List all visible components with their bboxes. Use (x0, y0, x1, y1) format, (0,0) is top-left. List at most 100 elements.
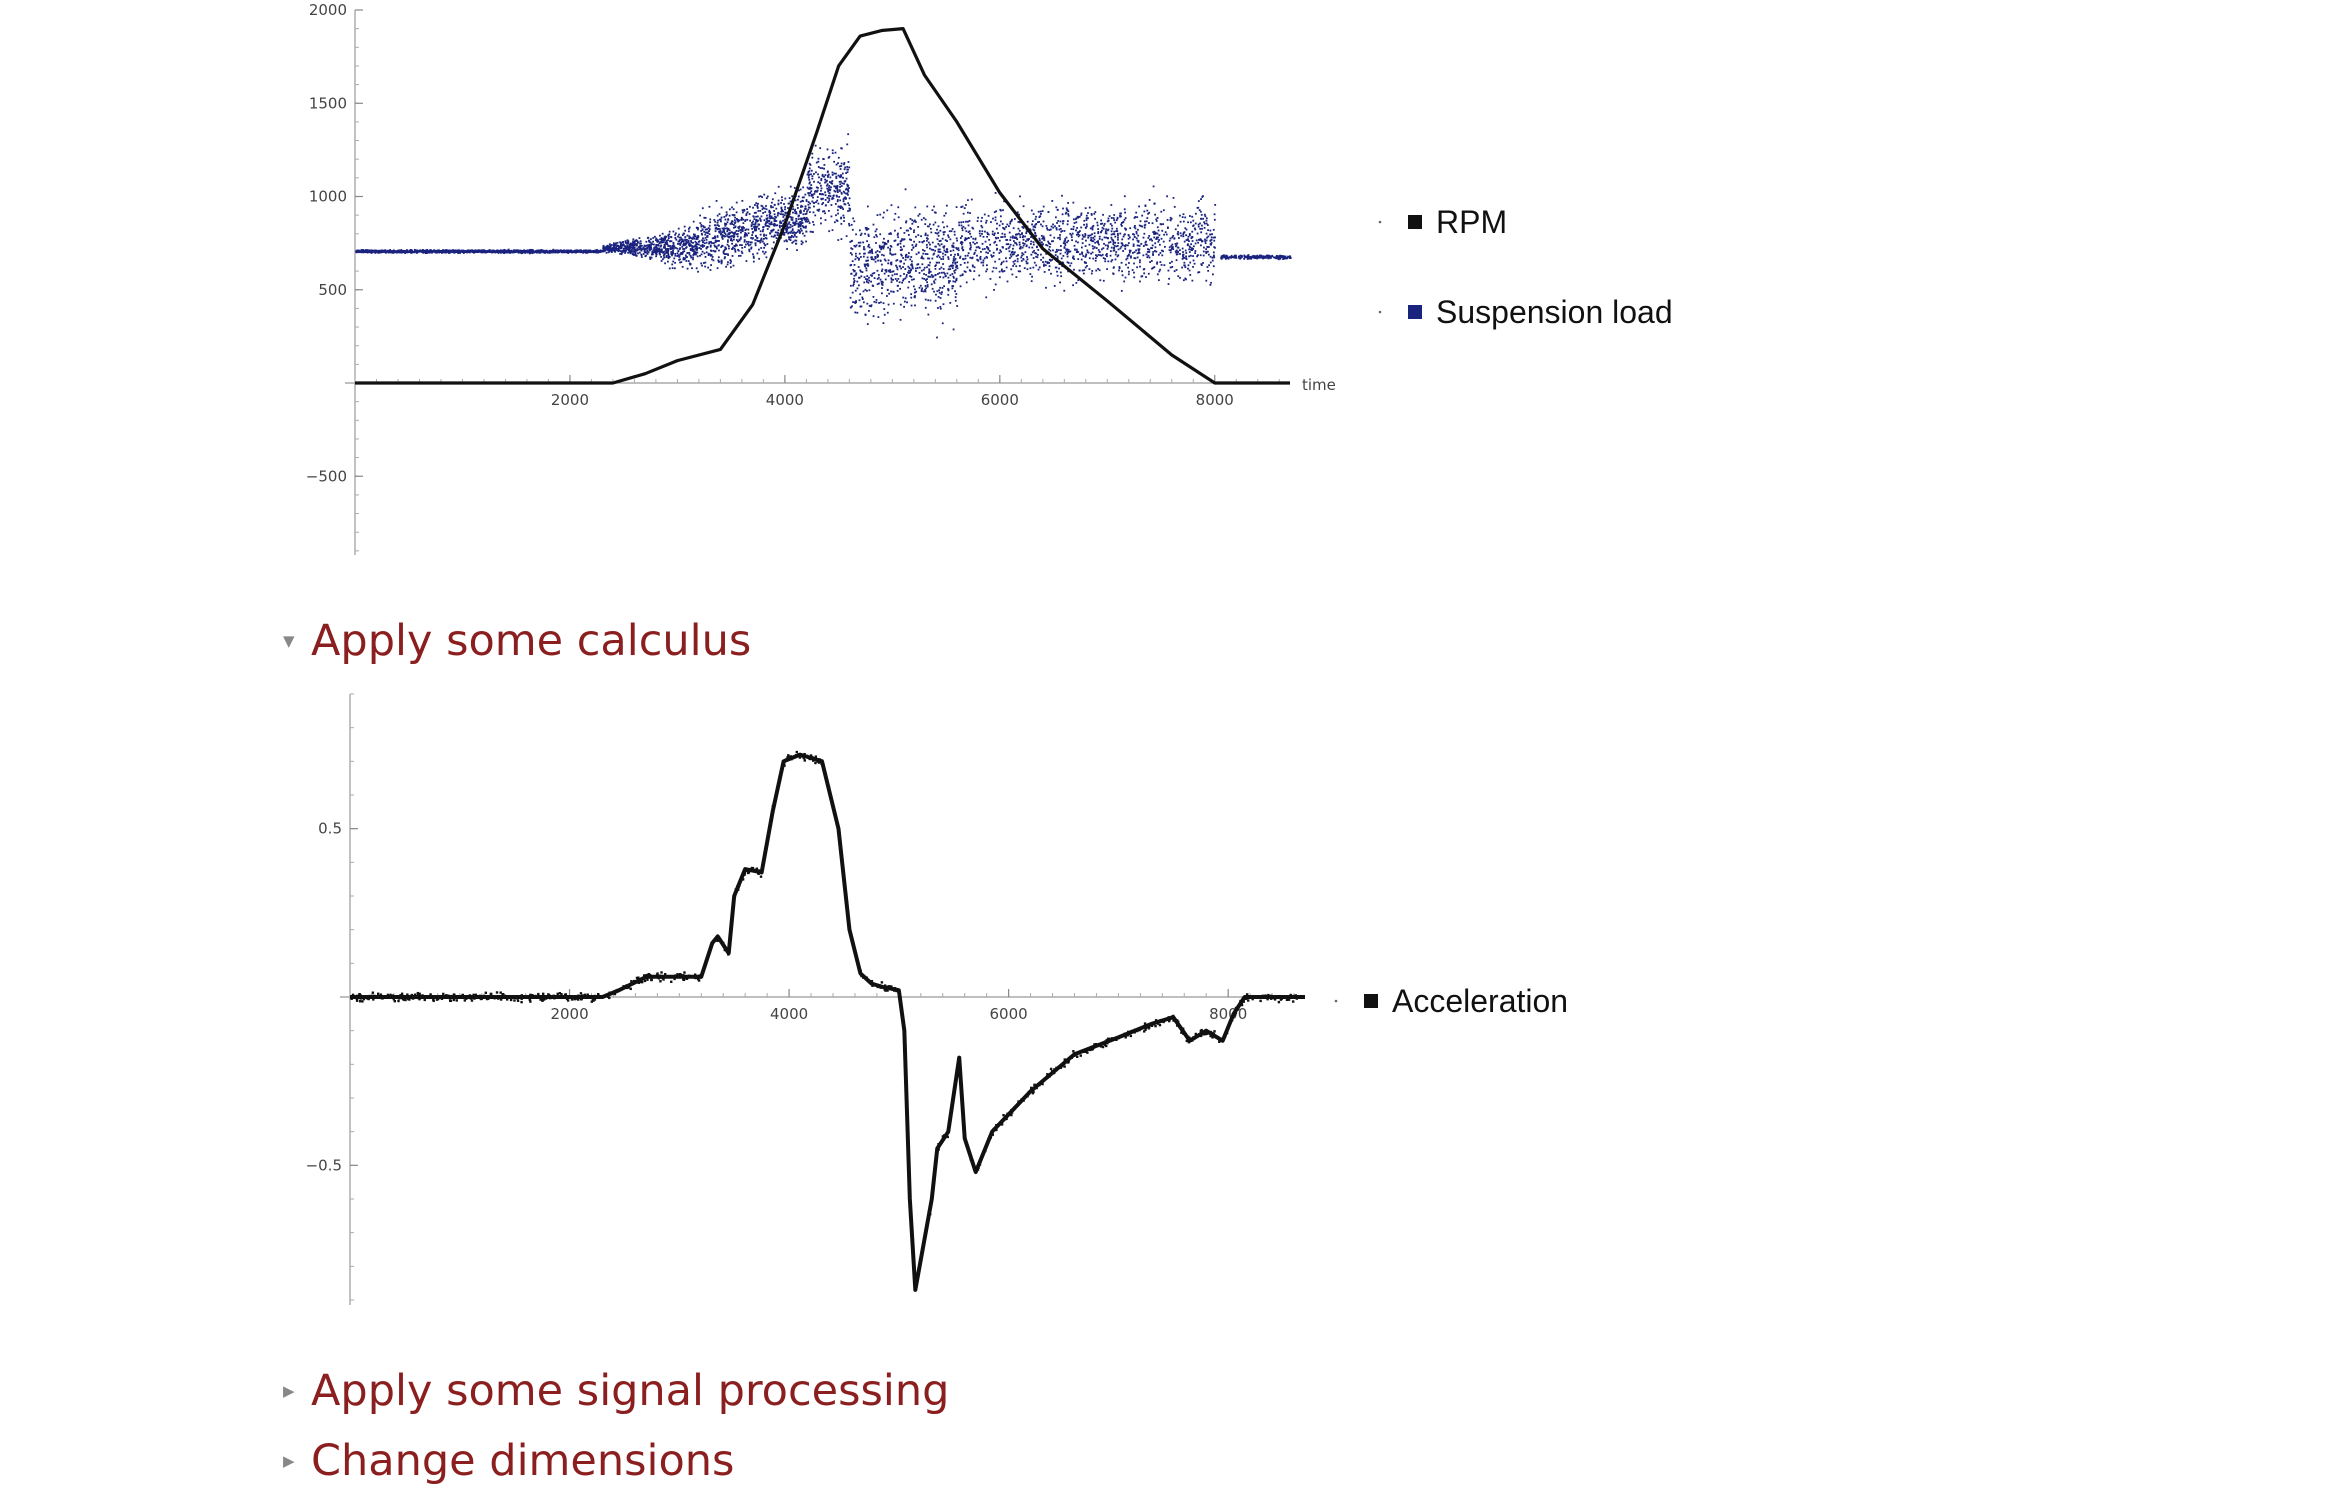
suspension-load-point (1070, 228, 1072, 230)
suspension-load-point (651, 243, 653, 245)
suspension-load-point (781, 222, 783, 224)
suspension-load-point (823, 176, 825, 178)
suspension-load-point (672, 250, 674, 252)
suspension-load-point (704, 262, 706, 264)
suspension-load-point (952, 265, 954, 267)
suspension-load-point (1115, 254, 1117, 256)
suspension-load-point (602, 247, 604, 249)
suspension-load-point (916, 253, 918, 255)
suspension-load-point (965, 230, 967, 232)
suspension-load-point (1152, 231, 1154, 233)
suspension-load-point (1084, 261, 1086, 263)
suspension-load-point (981, 217, 983, 219)
suspension-load-point (1175, 228, 1177, 230)
suspension-load-point (1103, 228, 1105, 230)
suspension-load-point (684, 244, 686, 246)
suspension-load-point (936, 256, 938, 258)
suspension-load-point (817, 190, 819, 192)
suspension-load-point (666, 252, 668, 254)
suspension-load-point (590, 250, 592, 252)
suspension-load-point (829, 192, 831, 194)
suspension-load-point (900, 243, 902, 245)
suspension-load-point (802, 233, 804, 235)
suspension-load-point (889, 248, 891, 250)
suspension-load-point (913, 285, 915, 287)
suspension-load-point (669, 256, 671, 258)
suspension-load-point (833, 161, 835, 163)
suspension-load-point (1054, 225, 1056, 227)
suspension-load-point (1094, 242, 1096, 244)
suspension-load-point (828, 198, 830, 200)
suspension-load-point (883, 245, 885, 247)
suspension-load-point (1143, 268, 1145, 270)
suspension-load-point (1091, 227, 1093, 229)
suspension-load-point (1140, 243, 1142, 245)
suspension-load-point (713, 250, 715, 252)
suspension-load-point (832, 172, 834, 174)
suspension-load-point (437, 250, 439, 252)
suspension-load-point (1009, 250, 1011, 252)
suspension-load-point (1170, 219, 1172, 221)
suspension-load-point (1013, 240, 1015, 242)
suspension-load-point (667, 261, 669, 263)
suspension-load-point (467, 251, 469, 253)
suspension-load-point (976, 246, 978, 248)
suspension-load-point (855, 233, 857, 235)
suspension-load-point (852, 217, 854, 219)
suspension-load-point (1148, 212, 1150, 214)
suspension-load-point (823, 168, 825, 170)
suspension-load-point (1207, 251, 1209, 253)
suspension-load-point (667, 250, 669, 252)
suspension-load-point (1080, 214, 1082, 216)
suspension-load-point (1012, 248, 1014, 250)
suspension-load-point (1005, 248, 1007, 250)
suspension-load-point (933, 206, 935, 208)
suspension-load-point (610, 248, 612, 250)
suspension-load-point (1170, 267, 1172, 269)
suspension-load-point (811, 195, 813, 197)
suspension-load-point (717, 215, 719, 217)
suspension-load-point (884, 273, 886, 275)
suspension-load-point (866, 264, 868, 266)
suspension-load-point (838, 196, 840, 198)
suspension-load-point (846, 235, 848, 237)
suspension-load-point (849, 208, 851, 210)
suspension-load-point (539, 251, 541, 253)
suspension-load-point (1210, 282, 1212, 284)
suspension-load-point (818, 166, 820, 168)
suspension-load-point (867, 228, 869, 230)
suspension-load-point (790, 226, 792, 228)
suspension-load-point (1063, 220, 1065, 222)
suspension-load-point (840, 217, 842, 219)
suspension-load-point (734, 222, 736, 224)
suspension-load-point (1187, 268, 1189, 270)
suspension-load-point (819, 182, 821, 184)
suspension-load-point (814, 215, 816, 217)
suspension-load-point (741, 251, 743, 253)
suspension-load-point (805, 241, 807, 243)
suspension-load-point (801, 222, 803, 224)
suspension-load-point (875, 234, 877, 236)
suspension-load-point (888, 271, 890, 273)
suspension-load-point (757, 210, 759, 212)
suspension-load-point (664, 256, 666, 258)
suspension-load-point (962, 229, 964, 231)
suspension-load-point (938, 225, 940, 227)
suspension-load-point (1059, 229, 1061, 231)
suspension-load-point (956, 206, 958, 208)
suspension-load-point (883, 238, 885, 240)
suspension-load-point (677, 236, 679, 238)
suspension-load-point (617, 242, 619, 244)
suspension-load-point (709, 221, 711, 223)
suspension-load-point (636, 255, 638, 257)
suspension-load-point (1043, 221, 1045, 223)
suspension-load-point (970, 246, 972, 248)
suspension-load-point (714, 224, 716, 226)
suspension-load-point (773, 236, 775, 238)
suspension-load-point (670, 245, 672, 247)
suspension-load-point (997, 232, 999, 234)
suspension-load-point (1120, 246, 1122, 248)
suspension-load-point (1075, 241, 1077, 243)
suspension-load-point (1189, 251, 1191, 253)
suspension-load-point (1180, 221, 1182, 223)
